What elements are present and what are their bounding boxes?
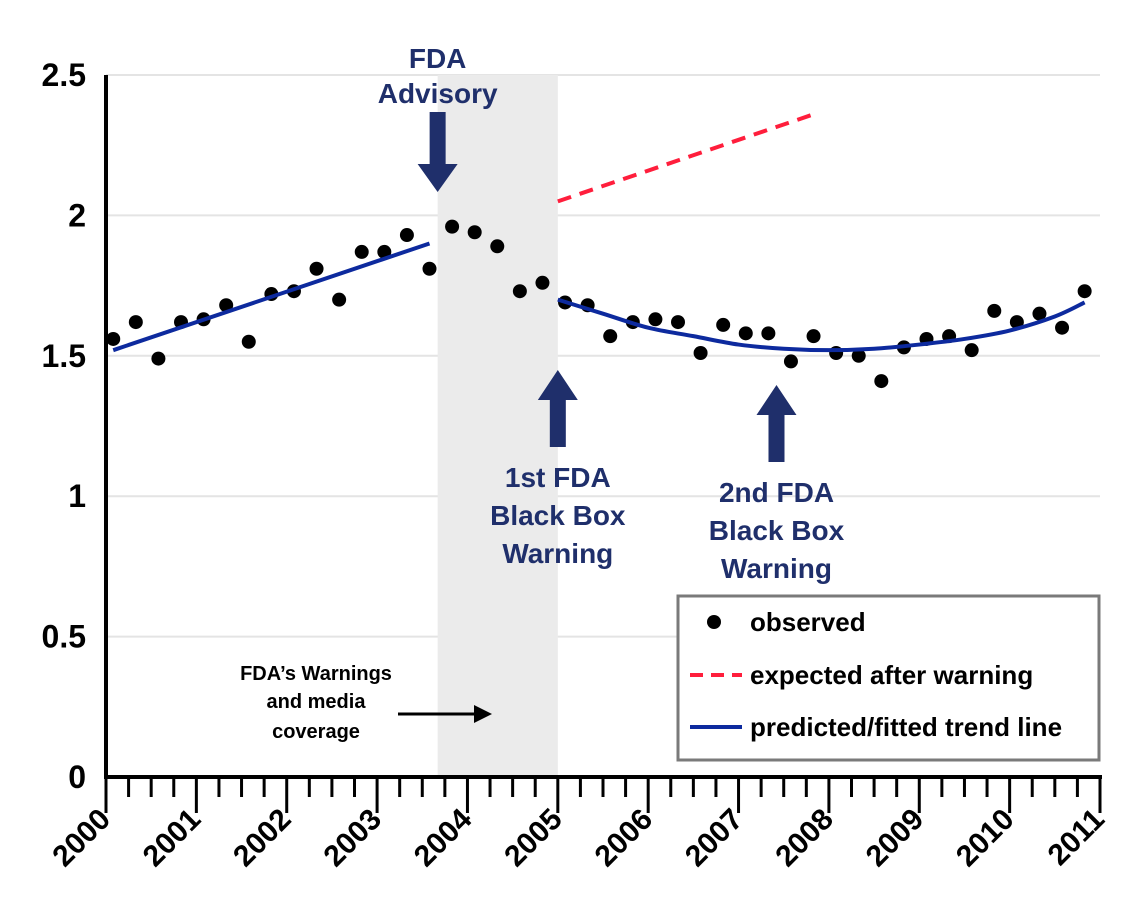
legend: observed expected after warning predicted/… bbox=[676, 594, 1101, 762]
observed-point bbox=[648, 312, 663, 327]
observed-point bbox=[377, 244, 392, 259]
observed-point bbox=[219, 298, 234, 313]
trend-line bbox=[557, 297, 1086, 353]
second-black-box-label-line: 2nd FDA bbox=[719, 477, 834, 508]
observed-point bbox=[241, 334, 256, 349]
observed-point bbox=[512, 284, 527, 299]
observed-point bbox=[603, 329, 618, 344]
observed-point bbox=[399, 228, 414, 243]
series-layer bbox=[106, 112, 1092, 389]
x-tick-label: 2009 bbox=[860, 803, 931, 874]
observed-point bbox=[467, 225, 482, 240]
observed-point bbox=[806, 329, 821, 344]
legend-box bbox=[676, 594, 1101, 762]
observed-point bbox=[106, 331, 121, 346]
observed-point bbox=[422, 261, 437, 276]
observed-point bbox=[1055, 320, 1070, 335]
first-black-box-label-line: Black Box bbox=[490, 500, 626, 531]
legend-label: observed bbox=[750, 607, 866, 637]
observed-point bbox=[964, 343, 979, 358]
shaded-region bbox=[437, 75, 558, 777]
observed-point bbox=[354, 244, 369, 259]
x-tick-label: 2005 bbox=[498, 803, 569, 874]
observed-point bbox=[332, 292, 347, 307]
observed-point bbox=[309, 261, 324, 276]
observed-point bbox=[761, 326, 776, 341]
observed-point bbox=[490, 239, 505, 254]
y-tick-label: 1 bbox=[68, 478, 86, 514]
x-tick-label: 2006 bbox=[589, 803, 660, 874]
fda-advisory-label-line: Advisory bbox=[378, 78, 498, 109]
fda-advisory-label-line: FDA bbox=[409, 43, 467, 74]
trend-line bbox=[112, 241, 431, 353]
x-tick-label: 2004 bbox=[408, 802, 479, 873]
warnings-media-note-line: FDA’s Warnings bbox=[240, 663, 392, 685]
shaded-region-layer bbox=[437, 75, 558, 777]
observed-point bbox=[671, 315, 686, 330]
observed-point bbox=[535, 275, 550, 290]
x-tick-label: 2001 bbox=[137, 803, 208, 874]
second-black-box-arrow bbox=[756, 385, 797, 462]
x-tick-label: 2002 bbox=[227, 803, 298, 874]
legend-marker-observed bbox=[707, 615, 721, 629]
observed-point bbox=[783, 354, 798, 369]
observed-point bbox=[1032, 306, 1047, 321]
observed-point bbox=[716, 317, 731, 332]
x-tick-label: 2010 bbox=[950, 803, 1021, 874]
observed-point bbox=[874, 374, 889, 389]
legend-label: predicted/fitted trend line bbox=[750, 712, 1062, 742]
x-tick-label: 2003 bbox=[318, 803, 389, 874]
observed-point bbox=[128, 315, 143, 330]
observed-point bbox=[445, 219, 460, 234]
observed-point bbox=[987, 303, 1002, 318]
x-tick-label: 2000 bbox=[46, 803, 117, 874]
fda-advisory-arrow bbox=[417, 112, 458, 192]
first-black-box-label-line: Warning bbox=[502, 538, 613, 569]
x-tick-label: 2007 bbox=[679, 803, 750, 874]
second-black-box-label-line: Black Box bbox=[709, 515, 845, 546]
annotations-layer: FDA’s Warnings and media coverage FDA Adviso… bbox=[240, 43, 845, 743]
y-tick-label: 0 bbox=[68, 759, 86, 795]
x-tick-label: 2008 bbox=[769, 803, 840, 874]
y-tick-label: 0.5 bbox=[42, 619, 86, 655]
observed-point bbox=[1009, 315, 1024, 330]
observed-point bbox=[693, 345, 708, 360]
warnings-media-note-line: and media bbox=[267, 691, 367, 713]
observed-point bbox=[151, 351, 166, 366]
observed-point bbox=[851, 348, 866, 363]
x-tick-label: 2011 bbox=[1042, 803, 1111, 872]
second-black-box-label-line: Warning bbox=[721, 553, 832, 584]
y-tick-label: 1.5 bbox=[42, 338, 86, 374]
y-tick-label: 2.5 bbox=[42, 57, 86, 93]
observed-point bbox=[738, 326, 753, 341]
warnings-media-note-line: coverage bbox=[272, 721, 360, 743]
y-tick-label: 2 bbox=[68, 197, 86, 233]
expected-line bbox=[557, 112, 815, 204]
first-black-box-label-line: 1st FDA bbox=[505, 462, 611, 493]
first-black-box-arrow bbox=[537, 370, 578, 447]
observed-point bbox=[1077, 284, 1092, 299]
note-arrow-head bbox=[474, 705, 492, 723]
legend-label: expected after warning bbox=[750, 660, 1033, 690]
